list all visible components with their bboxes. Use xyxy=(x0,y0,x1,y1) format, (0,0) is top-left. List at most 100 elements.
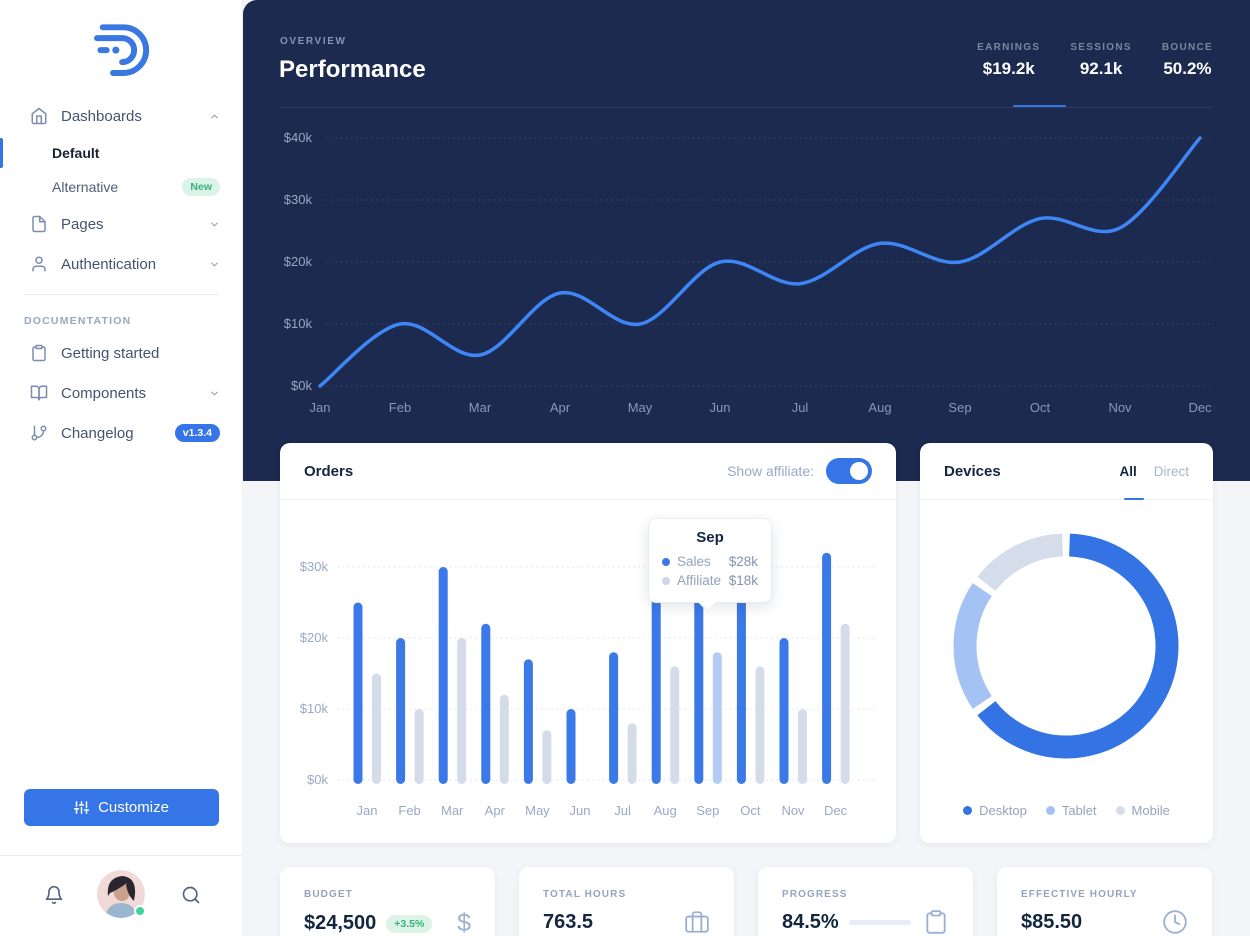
stat-label: BOUNCE xyxy=(1161,42,1213,53)
donut-segment-desktop[interactable] xyxy=(977,533,1179,759)
legend-item-desktop[interactable]: Desktop xyxy=(963,803,1027,818)
sales-bar[interactable] xyxy=(353,602,363,785)
affiliate-dot xyxy=(662,576,670,585)
stat-earnings[interactable]: EARNINGS $19.2k xyxy=(977,42,1040,79)
affiliate-bar[interactable] xyxy=(755,666,765,784)
y-axis-tick-label: $0k xyxy=(307,772,328,787)
brand-logo[interactable] xyxy=(89,20,153,78)
orders-bar-chart: $0k $10k $20k $30k Jan Feb Mar Apr May Jun Jul Aug S… xyxy=(300,552,879,818)
sales-bar[interactable] xyxy=(396,638,406,784)
sidebar-item-label: Default xyxy=(52,145,100,161)
kpi-value: $85.50 xyxy=(1021,910,1083,933)
legend-label: Desktop xyxy=(979,803,1027,818)
kpi-label: EFFECTIVE HOURLY xyxy=(1021,889,1138,900)
effective-hourly-card[interactable]: EFFECTIVE HOURLY $85.50 xyxy=(997,867,1212,936)
sales-bar[interactable] xyxy=(523,659,533,784)
performance-header-panel: OVERVIEW Performance EARNINGS $19.2k SES… xyxy=(243,0,1250,481)
sidebar-divider xyxy=(24,294,218,295)
sales-bar[interactable] xyxy=(651,595,661,784)
legend-label: Mobile xyxy=(1131,803,1170,818)
performance-line-chart: $0k $10k $20k $30k $40k Jan Feb Mar Apr May Jun Jul… xyxy=(284,130,1213,415)
affiliate-bar[interactable] xyxy=(499,694,509,784)
x-axis-tick-label: May xyxy=(628,400,653,415)
sidebar-item-pages[interactable]: Pages xyxy=(0,204,242,244)
stat-sessions[interactable]: SESSIONS 92.1k xyxy=(1070,42,1132,79)
sales-bar[interactable] xyxy=(779,638,789,784)
affiliate-bar[interactable] xyxy=(798,709,807,784)
x-axis-tick-label: Feb xyxy=(398,803,420,818)
x-axis-tick-label: Nov xyxy=(781,803,805,818)
y-axis-tick-label: $20k xyxy=(284,254,313,269)
donut-segment-tablet[interactable] xyxy=(953,583,992,709)
user-avatar[interactable] xyxy=(97,870,146,918)
sales-bar[interactable] xyxy=(822,552,832,784)
sidebar-item-label: Components xyxy=(61,384,147,402)
sidebar-item-authentication[interactable]: Authentication xyxy=(0,244,242,284)
affiliate-bar[interactable] xyxy=(627,723,637,784)
sidebar-item-dashboards[interactable]: Dashboards xyxy=(0,96,242,136)
total-hours-card[interactable]: TOTAL HOURS 763.5 xyxy=(519,867,734,936)
header-stats: EARNINGS $19.2k SESSIONS 92.1k BOUNCE 50… xyxy=(977,42,1213,79)
sliders-icon xyxy=(74,801,90,814)
x-axis-tick-label: Mar xyxy=(441,803,464,818)
y-axis-tick-label: $0k xyxy=(291,378,312,393)
y-axis-tick-label: $40k xyxy=(284,130,313,145)
donut-segment-mobile[interactable] xyxy=(977,533,1064,592)
sales-bar[interactable] xyxy=(566,709,576,784)
sales-bar[interactable] xyxy=(438,567,448,784)
sales-bar[interactable] xyxy=(609,652,619,784)
tooltip-title: Sep xyxy=(696,529,724,546)
affiliate-bar[interactable] xyxy=(372,673,381,785)
tooltip-value: $28k xyxy=(728,554,758,569)
sidebar-item-default[interactable]: Default xyxy=(0,136,242,170)
progress-bar xyxy=(848,919,911,925)
dollar-icon: $ xyxy=(457,909,471,936)
sidebar: Dashboards Default Alternative New Pages… xyxy=(0,0,243,936)
sales-bar[interactable] xyxy=(694,581,704,784)
stat-label: EARNINGS xyxy=(977,42,1041,53)
x-axis-tick-label: Dec xyxy=(824,803,848,818)
sales-bar[interactable] xyxy=(736,595,746,784)
devices-donut-chart xyxy=(953,533,1179,759)
tab-direct[interactable]: Direct xyxy=(1153,463,1189,479)
legend-item-mobile[interactable]: Mobile xyxy=(1115,803,1170,818)
active-stat-underline xyxy=(1013,105,1066,107)
sidebar-item-label: Authentication xyxy=(61,255,157,273)
orders-card-header: Orders Show affiliate: xyxy=(280,443,896,500)
sidebar-item-changelog[interactable]: Changelog v1.3.4 xyxy=(0,413,242,453)
tab-all[interactable]: All xyxy=(1119,463,1137,479)
bell-icon[interactable] xyxy=(44,885,64,905)
chevron-down-icon xyxy=(211,222,218,226)
earnings-line-series xyxy=(318,136,1202,388)
affiliate-bar[interactable] xyxy=(542,730,552,784)
affiliate-bar[interactable] xyxy=(712,652,722,784)
y-axis-tick-label: $30k xyxy=(284,192,313,207)
x-axis-tick-label: Aug xyxy=(654,803,677,818)
sales-dot xyxy=(662,557,670,566)
affiliate-bar[interactable] xyxy=(457,638,467,784)
x-axis-tick-label: Mar xyxy=(469,400,492,415)
progress-card[interactable]: PROGRESS 84.5% xyxy=(758,867,973,936)
briefcase-icon xyxy=(685,911,709,933)
stat-value: 92.1k xyxy=(1079,59,1123,78)
x-axis-tick-label: Jul xyxy=(792,400,809,415)
chart-tooltip: Sep Sales $28k Affiliate $18k xyxy=(648,518,772,603)
sidebar-item-components[interactable]: Components xyxy=(0,373,242,413)
documentation-section-label: DOCUMENTATION xyxy=(24,315,132,327)
devices-legend: Desktop Tablet Mobile xyxy=(920,803,1213,818)
tooltip-row-sales: Sales $28k xyxy=(649,552,771,571)
show-affiliate-toggle[interactable] xyxy=(826,458,872,484)
stat-bounce[interactable]: BOUNCE 50.2% xyxy=(1162,42,1213,79)
show-affiliate-label: Show affiliate: xyxy=(727,463,814,479)
affiliate-bar[interactable] xyxy=(670,666,680,784)
sidebar-item-getting-started[interactable]: Getting started xyxy=(0,333,242,373)
sidebar-item-label: Pages xyxy=(61,215,104,233)
affiliate-bar[interactable] xyxy=(840,623,850,784)
affiliate-bar[interactable] xyxy=(414,709,424,784)
search-icon[interactable] xyxy=(181,885,201,905)
customize-button[interactable]: Customize xyxy=(24,789,219,826)
legend-item-tablet[interactable]: Tablet xyxy=(1045,803,1097,818)
budget-card[interactable]: BUDGET $24,500 +3.5% $ xyxy=(280,867,495,936)
sidebar-item-alternative[interactable]: Alternative New xyxy=(0,170,242,204)
sales-bar[interactable] xyxy=(481,623,491,784)
